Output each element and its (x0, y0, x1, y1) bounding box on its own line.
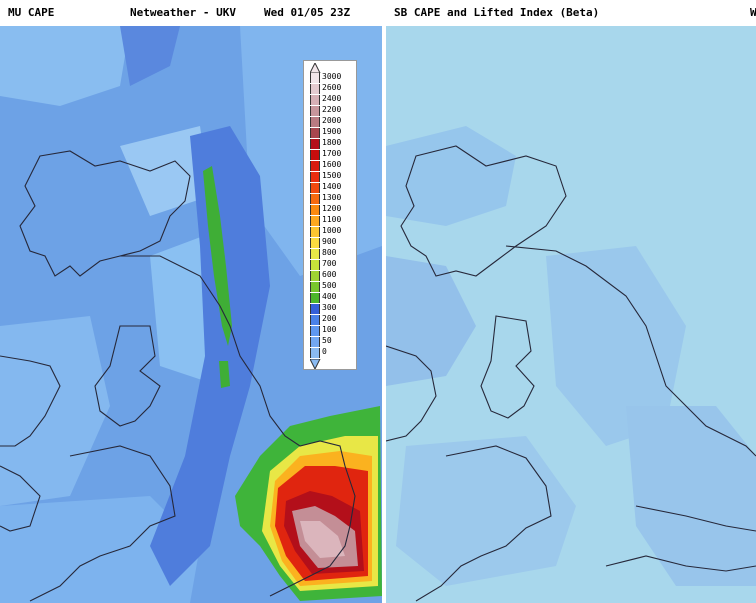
legend-swatch (310, 139, 320, 150)
legend-entry: 1500 (310, 171, 356, 183)
legend-swatch (310, 205, 320, 216)
legend-entry: 50 (310, 336, 356, 348)
legend-label: 800 (322, 248, 337, 257)
legend-label: 50 (322, 336, 332, 345)
legend-label: 1900 (322, 127, 342, 136)
legend-swatch (310, 95, 320, 106)
legend-label: 100 (322, 325, 337, 334)
legend-label: 300 (322, 303, 337, 312)
legend-entry: 2600 (310, 83, 356, 95)
left-panel-title: MU CAPE (8, 6, 55, 19)
legend-swatch (310, 271, 320, 282)
legend-label: 2600 (322, 83, 342, 92)
run-time: Wed 01/05 23Z (264, 6, 351, 19)
legend-swatch (310, 260, 320, 271)
legend-entry: 2200 (310, 105, 356, 117)
legend-swatch (310, 348, 320, 359)
legend-swatch (310, 216, 320, 227)
legend-label: 900 (322, 237, 337, 246)
legend-entry: 1800 (310, 138, 356, 150)
legend-swatch (310, 293, 320, 304)
legend-swatch (310, 337, 320, 348)
legend-entry: 0 (310, 347, 356, 359)
legend-swatch (310, 117, 320, 128)
legend-entry: 1300 (310, 193, 356, 205)
legend-label: 600 (322, 270, 337, 279)
legend-label: 1800 (322, 138, 342, 147)
legend-bottom-arrow (310, 359, 321, 369)
legend-swatch (310, 194, 320, 205)
legend-label: 1200 (322, 204, 342, 213)
legend-swatch (310, 282, 320, 293)
legend-entry: 100 (310, 325, 356, 337)
cape-colour-scale: 3000 2600 2400 2200 2000 1900 1800 1700 1600 1500… (303, 60, 357, 370)
legend-entry: 1600 (310, 160, 356, 172)
legend-entry: 2400 (310, 94, 356, 106)
legend-entry: 1900 (310, 127, 356, 139)
legend-swatch (310, 73, 320, 84)
legend-label: 1600 (322, 160, 342, 169)
right-panel-title: SB CAPE and Lifted Index (Beta) (394, 6, 600, 19)
legend-label: 400 (322, 292, 337, 301)
legend-swatch (310, 315, 320, 326)
legend-swatch (310, 183, 320, 194)
legend-entry: 200 (310, 314, 356, 326)
legend-label: 500 (322, 281, 337, 290)
legend-label: 1500 (322, 171, 342, 180)
sb-cape-map-svg (386, 26, 756, 603)
legend-entry: 1700 (310, 149, 356, 161)
legend-entry: 1400 (310, 182, 356, 194)
legend-swatch (310, 150, 320, 161)
legend-entry: 300 (310, 303, 356, 315)
legend-label: 1300 (322, 193, 342, 202)
legend-entry: 1200 (310, 204, 356, 216)
legend-entry: 3000 (310, 72, 356, 84)
legend-label: 1700 (322, 149, 342, 158)
legend-swatch (310, 304, 320, 315)
legend-swatch (310, 249, 320, 260)
mu-cape-map: 3000 2600 2400 2200 2000 1900 1800 1700 1600 1500… (0, 26, 382, 603)
legend-label: 2200 (322, 105, 342, 114)
legend-swatch (310, 161, 320, 172)
legend-entry: 900 (310, 237, 356, 249)
legend-swatch (310, 238, 320, 249)
legend-entry: 700 (310, 259, 356, 271)
legend-label: 200 (322, 314, 337, 323)
legend-entry: 1100 (310, 215, 356, 227)
legend-entry: 800 (310, 248, 356, 260)
legend-swatch (310, 106, 320, 117)
legend-label: 1000 (322, 226, 342, 235)
legend-top-arrow (310, 63, 321, 73)
sb-cape-map (386, 26, 756, 603)
model-name: Netweather - UKV (130, 6, 236, 19)
legend-entry: 1000 (310, 226, 356, 238)
legend-entry: 400 (310, 292, 356, 304)
legend-label: 1400 (322, 182, 342, 191)
legend-swatch (310, 172, 320, 183)
legend-entry: 600 (310, 270, 356, 282)
legend-swatch (310, 227, 320, 238)
legend-label: 700 (322, 259, 337, 268)
legend-label: 0 (322, 347, 327, 356)
legend-entry: 500 (310, 281, 356, 293)
legend-label: 3000 (322, 72, 342, 81)
legend-swatch (310, 128, 320, 139)
legend-entry: 2000 (310, 116, 356, 128)
legend-swatch (310, 326, 320, 337)
legend-swatch (310, 84, 320, 95)
legend-label: 2400 (322, 94, 342, 103)
legend-label: 1100 (322, 215, 342, 224)
right-panel-cut-text: W (750, 6, 756, 19)
legend-label: 2000 (322, 116, 342, 125)
